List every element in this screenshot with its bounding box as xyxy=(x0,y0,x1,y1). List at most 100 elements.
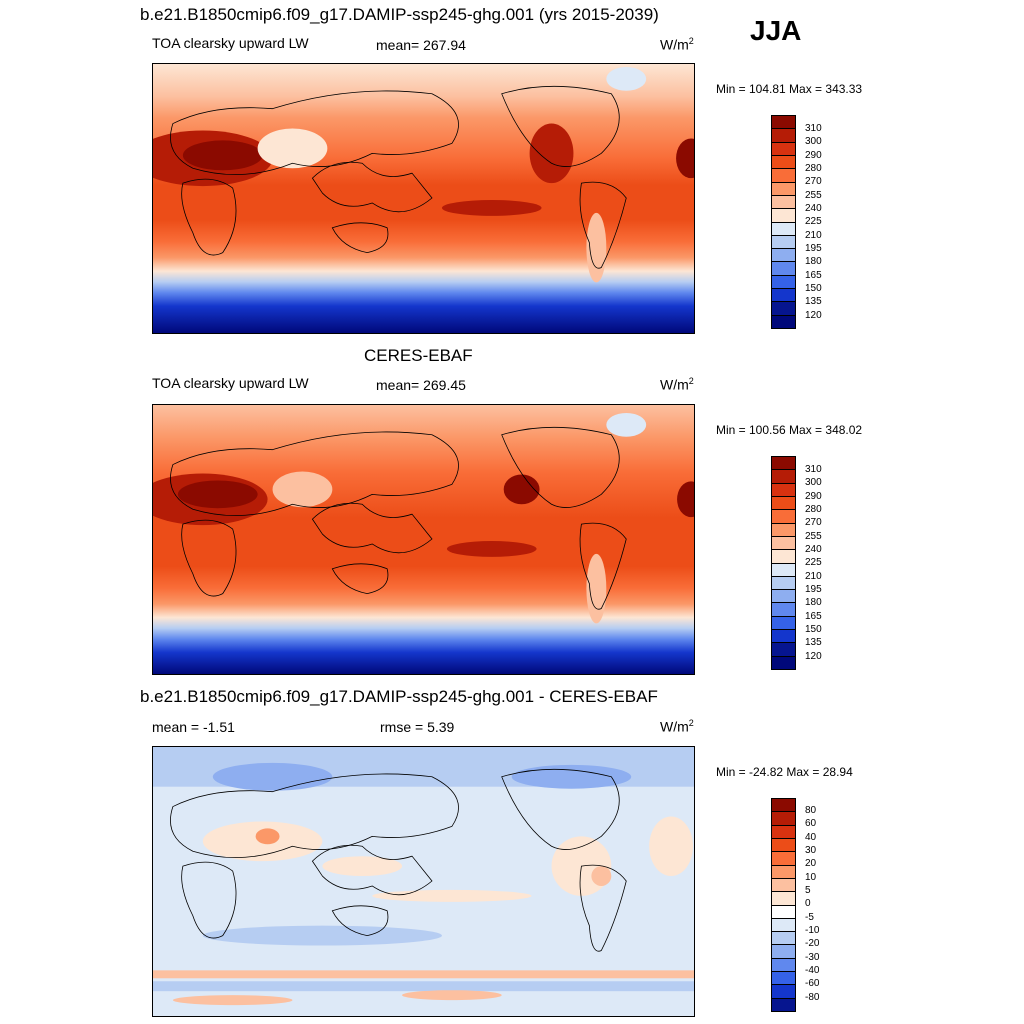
panel2-colorbar xyxy=(771,456,796,670)
panel3-colorbar-box xyxy=(772,824,795,838)
panel1-colorbar-label: 270 xyxy=(805,176,822,187)
panel2-colorbar-box xyxy=(772,469,795,483)
panel1-colorbar-box xyxy=(772,181,795,195)
panel2-title: CERES-EBAF xyxy=(364,346,473,365)
panel2-colorbar-label: 270 xyxy=(805,517,822,528)
panel2-colorbar-box xyxy=(772,629,795,643)
panel1-variable-label: TOA clearsky upward LW xyxy=(152,35,309,51)
panel3-title: b.e21.B1850cmip6.f09_g17.DAMIP-ssp245-gh… xyxy=(140,687,658,706)
panel3-colorbar-box xyxy=(772,904,795,918)
panel1-colorbar-box xyxy=(772,168,795,182)
panel3-colorbar-label: -30 xyxy=(805,952,820,963)
panel2-colorbar-box xyxy=(772,642,795,656)
panel1-units: W/m2 xyxy=(660,36,694,53)
panel1-map xyxy=(152,63,695,334)
panel3-colorbar xyxy=(771,798,796,1012)
panel3-colorbar-label: -60 xyxy=(805,978,820,989)
panel1-colorbar-box xyxy=(772,208,795,222)
panel2-colorbar-box xyxy=(772,562,795,576)
panel1-colorbar-box xyxy=(772,141,795,155)
panel3-colorbar-label: -80 xyxy=(805,992,820,1003)
panel1-colorbar-label: 280 xyxy=(805,163,822,174)
panel3-colorbar-box xyxy=(772,877,795,892)
panel3-colorbar-label: 80 xyxy=(805,805,817,816)
panel1-mean-label: mean= 267.94 xyxy=(376,37,466,53)
panel1-colorbar-label: 180 xyxy=(805,256,822,267)
panel3-colorbar-label: 30 xyxy=(805,845,817,856)
panel3-colorbar-label: 40 xyxy=(805,832,817,843)
panel3-colorbar-box xyxy=(772,891,795,905)
panel3-colorbar-label: 0 xyxy=(805,898,811,909)
panel2-colorbar-label: 165 xyxy=(805,611,822,622)
panel1-minmax: Min = 104.81 Max = 343.33 xyxy=(716,82,863,96)
panel1-colorbar-label: 240 xyxy=(805,203,822,214)
panel2-map xyxy=(152,404,695,675)
panel2-colorbar-label: 150 xyxy=(805,624,822,635)
panel2-colorbar-label: 195 xyxy=(805,584,822,595)
panel3-colorbar-box xyxy=(772,957,795,972)
panel2-colorbar-box xyxy=(772,575,795,590)
panel2-minmax: Min = 100.56 Max = 348.02 xyxy=(716,423,863,437)
panel2-colorbar-box xyxy=(772,482,795,496)
panel3-colorbar-label: 60 xyxy=(805,818,817,829)
panel1-colorbar-label: 225 xyxy=(805,216,822,227)
panel1-colorbar-box xyxy=(772,248,795,262)
panel1-colorbar-label: 310 xyxy=(805,123,822,134)
panel3-units: W/m2 xyxy=(660,718,694,735)
panel3-map xyxy=(152,746,695,1017)
panel1-map-field xyxy=(153,64,694,333)
panel3-colorbar-box xyxy=(772,971,795,985)
panel1-colorbar-box xyxy=(772,234,795,249)
panel1-colorbar-label: 290 xyxy=(805,150,822,161)
panel3-mean-label: mean = -1.51 xyxy=(152,719,235,735)
panel3-map-field xyxy=(153,747,694,1016)
panel2-colorbar-label: 225 xyxy=(805,557,822,568)
panel2-variable-label: TOA clearsky upward LW xyxy=(152,375,309,391)
panel1-colorbar-label: 150 xyxy=(805,283,822,294)
panel1-colorbar-label: 135 xyxy=(805,296,822,307)
panel2-colorbar-box xyxy=(772,509,795,523)
panel1-colorbar-label: 120 xyxy=(805,310,822,321)
panel2-colorbar-label: 120 xyxy=(805,651,822,662)
panel3-colorbar-label: -5 xyxy=(805,912,814,923)
panel1-colorbar-label: 195 xyxy=(805,243,822,254)
panel3-colorbar-label: -20 xyxy=(805,938,820,949)
panel3-colorbar-box xyxy=(772,917,795,932)
panel2-colorbar-box xyxy=(772,535,795,550)
panel2-colorbar-box xyxy=(772,495,795,510)
panel2-colorbar-label: 280 xyxy=(805,504,822,515)
panel1-colorbar-box xyxy=(772,128,795,142)
panel1-colorbar-label: 210 xyxy=(805,230,822,241)
panel3-colorbar-box xyxy=(772,997,795,1011)
panel2-map-field xyxy=(153,405,694,674)
panel1-colorbar-label: 300 xyxy=(805,136,822,147)
panel2-colorbar-box xyxy=(772,457,795,470)
panel3-colorbar-box xyxy=(772,811,795,825)
season-label: JJA xyxy=(750,15,802,46)
panel2-mean-label: mean= 269.45 xyxy=(376,377,466,393)
panel3-rmse-label: rmse = 5.39 xyxy=(380,719,455,735)
panel1-colorbar-label: 255 xyxy=(805,190,822,201)
panel1-colorbar-box xyxy=(772,274,795,289)
panel3-minmax: Min = -24.82 Max = 28.94 xyxy=(716,765,853,779)
panel2-colorbar-label: 240 xyxy=(805,544,822,555)
panel1-colorbar-box xyxy=(772,221,795,235)
panel3-colorbar-box xyxy=(772,837,795,852)
panel2-colorbar-label: 310 xyxy=(805,464,822,475)
panel1-colorbar xyxy=(771,115,796,329)
panel2-colorbar-label: 135 xyxy=(805,637,822,648)
panel3-colorbar-label: 20 xyxy=(805,858,817,869)
panel3-colorbar-box xyxy=(772,864,795,878)
panel2-colorbar-label: 255 xyxy=(805,531,822,542)
panel1-colorbar-box xyxy=(772,194,795,209)
panel2-colorbar-box xyxy=(772,655,795,669)
panel2-colorbar-box xyxy=(772,589,795,603)
panel3-colorbar-box xyxy=(772,799,795,812)
panel2-colorbar-label: 290 xyxy=(805,491,822,502)
panel1-colorbar-box xyxy=(772,116,795,129)
panel2-colorbar-label: 180 xyxy=(805,597,822,608)
panel2-colorbar-box xyxy=(772,602,795,616)
panel2-colorbar-box xyxy=(772,549,795,563)
panel1-colorbar-label: 165 xyxy=(805,270,822,281)
panel3-colorbar-label: 5 xyxy=(805,885,811,896)
